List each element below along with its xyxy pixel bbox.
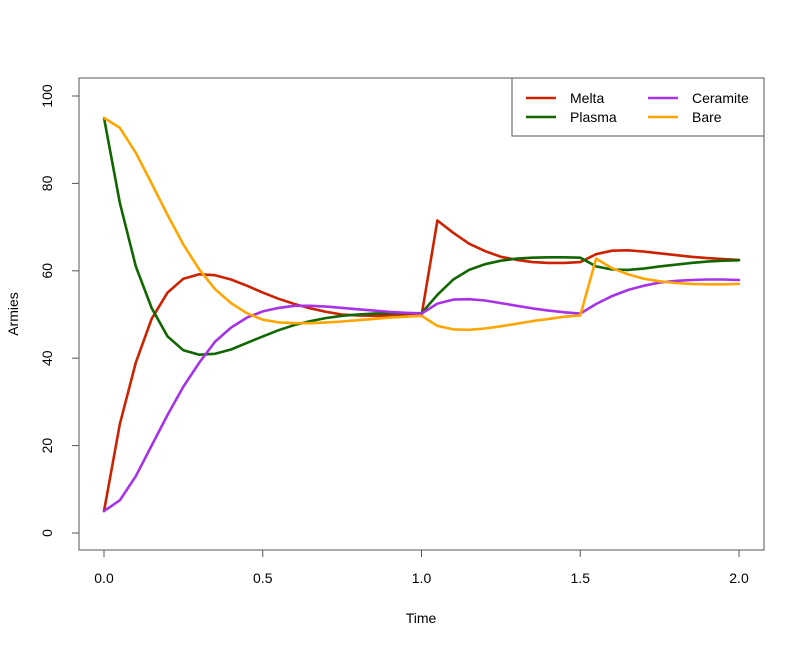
legend-box: [511, 77, 765, 137]
series-line-melta: [102, 219, 741, 513]
series-line-ceramite: [102, 278, 741, 513]
x-axis-label: Time: [406, 610, 437, 626]
series-line-plasma: [102, 116, 741, 357]
y-tick-label: 60: [39, 263, 55, 279]
legend-label-plasma: Plasma: [570, 109, 617, 125]
x-tick-label: 1.5: [571, 570, 591, 586]
x-tick-label: 0.5: [253, 570, 273, 586]
y-tick-label: 100: [39, 84, 55, 108]
legend-label-ceramite: Ceramite: [692, 90, 749, 106]
legend-label-melta: Melta: [570, 90, 604, 106]
y-tick-label: 80: [39, 175, 55, 191]
x-axis: 0.0 0.5 1.0 1.5 2.0: [94, 549, 749, 586]
legend: Melta Plasma Ceramite Bare: [511, 77, 765, 137]
x-tick-label: 2.0: [729, 570, 749, 586]
y-tick-label: 20: [39, 438, 55, 454]
y-axis-label: Armies: [5, 292, 21, 336]
legend-label-bare: Bare: [692, 109, 722, 125]
x-tick-label: 0.0: [94, 570, 114, 586]
y-tick-label: 40: [39, 350, 55, 366]
y-axis: 0 20 40 60 80 100: [39, 84, 80, 537]
x-tick-label: 1.0: [412, 570, 432, 586]
series-layer: [102, 116, 741, 513]
y-tick-label: 0: [39, 529, 55, 537]
series-line-bare: [102, 116, 741, 332]
